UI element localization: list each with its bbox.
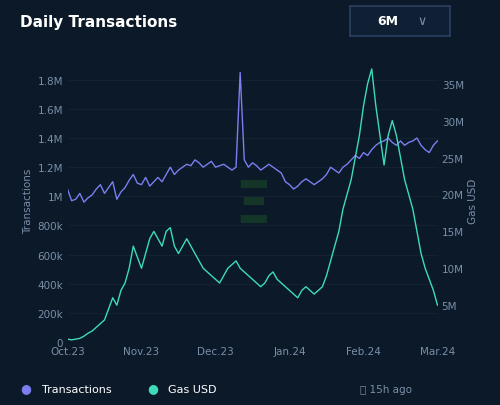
Text: Daily Transactions: Daily Transactions [20,15,177,30]
Text: ●: ● [148,381,158,394]
Y-axis label: Gas USD: Gas USD [468,178,478,223]
Text: Transactions: Transactions [42,384,112,394]
Text: ●: ● [20,381,31,394]
Text: Ξ: Ξ [234,178,271,234]
Text: ⏱ 15h ago: ⏱ 15h ago [360,384,412,394]
Y-axis label: Transactions: Transactions [24,168,34,233]
Text: Gas USD: Gas USD [168,384,216,394]
Text: ∨: ∨ [418,15,426,28]
Text: 6M: 6M [378,15,398,28]
